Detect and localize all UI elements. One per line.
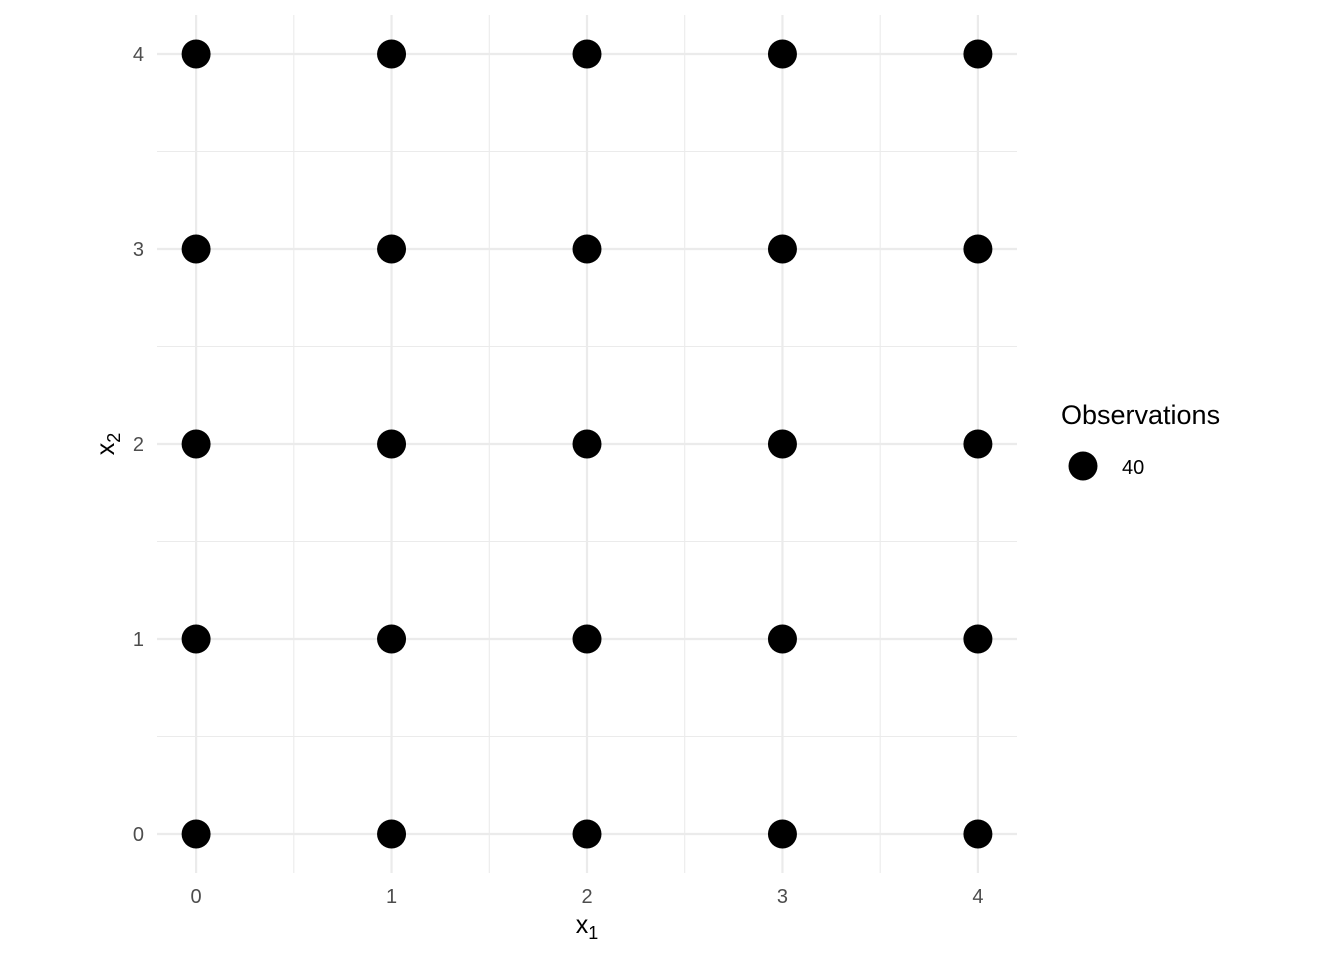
data-point xyxy=(377,429,407,459)
y-axis-title-sub: 2 xyxy=(104,433,124,443)
y-tick-label: 1 xyxy=(133,629,144,651)
data-point xyxy=(767,429,797,459)
y-tick-label: 0 xyxy=(133,824,144,846)
x-tick-label: 4 xyxy=(972,886,983,908)
data-point xyxy=(377,624,407,654)
x-tick-label: 3 xyxy=(777,886,788,908)
data-point xyxy=(572,819,602,849)
data-point xyxy=(181,624,211,654)
data-point xyxy=(572,429,602,459)
legend: Observations 40 xyxy=(1061,400,1220,481)
data-point xyxy=(377,234,407,264)
data-point xyxy=(181,39,211,69)
x-axis-title: x1 xyxy=(576,911,599,943)
data-point xyxy=(767,819,797,849)
data-point xyxy=(963,39,993,69)
data-point xyxy=(572,234,602,264)
legend-title: Observations xyxy=(1061,400,1220,430)
x-axis-title-main: x xyxy=(576,911,589,939)
data-point xyxy=(963,819,993,849)
y-tick-label: 4 xyxy=(133,44,144,66)
tick-labels: 0 1 2 3 4 0 1 2 3 4 xyxy=(133,44,984,908)
data-point xyxy=(767,234,797,264)
x-axis-title-sub: 1 xyxy=(588,923,598,943)
data-point xyxy=(767,624,797,654)
data-point xyxy=(767,39,797,69)
x-tick-label: 2 xyxy=(581,886,592,908)
data-point xyxy=(572,624,602,654)
data-points xyxy=(181,39,993,849)
data-point xyxy=(377,39,407,69)
data-point xyxy=(963,234,993,264)
legend-key-icon xyxy=(1068,451,1098,481)
data-point xyxy=(181,234,211,264)
y-axis-title-main: x xyxy=(92,442,120,455)
data-point xyxy=(181,429,211,459)
x-tick-label: 0 xyxy=(191,886,202,908)
data-point xyxy=(963,624,993,654)
x-tick-label: 1 xyxy=(386,886,397,908)
y-tick-label: 2 xyxy=(133,434,144,456)
y-tick-label: 3 xyxy=(133,239,144,261)
data-point xyxy=(377,819,407,849)
data-point xyxy=(963,429,993,459)
data-point xyxy=(181,819,211,849)
data-point xyxy=(572,39,602,69)
y-axis-title: x2 xyxy=(92,433,124,456)
legend-label: 40 xyxy=(1122,457,1144,479)
